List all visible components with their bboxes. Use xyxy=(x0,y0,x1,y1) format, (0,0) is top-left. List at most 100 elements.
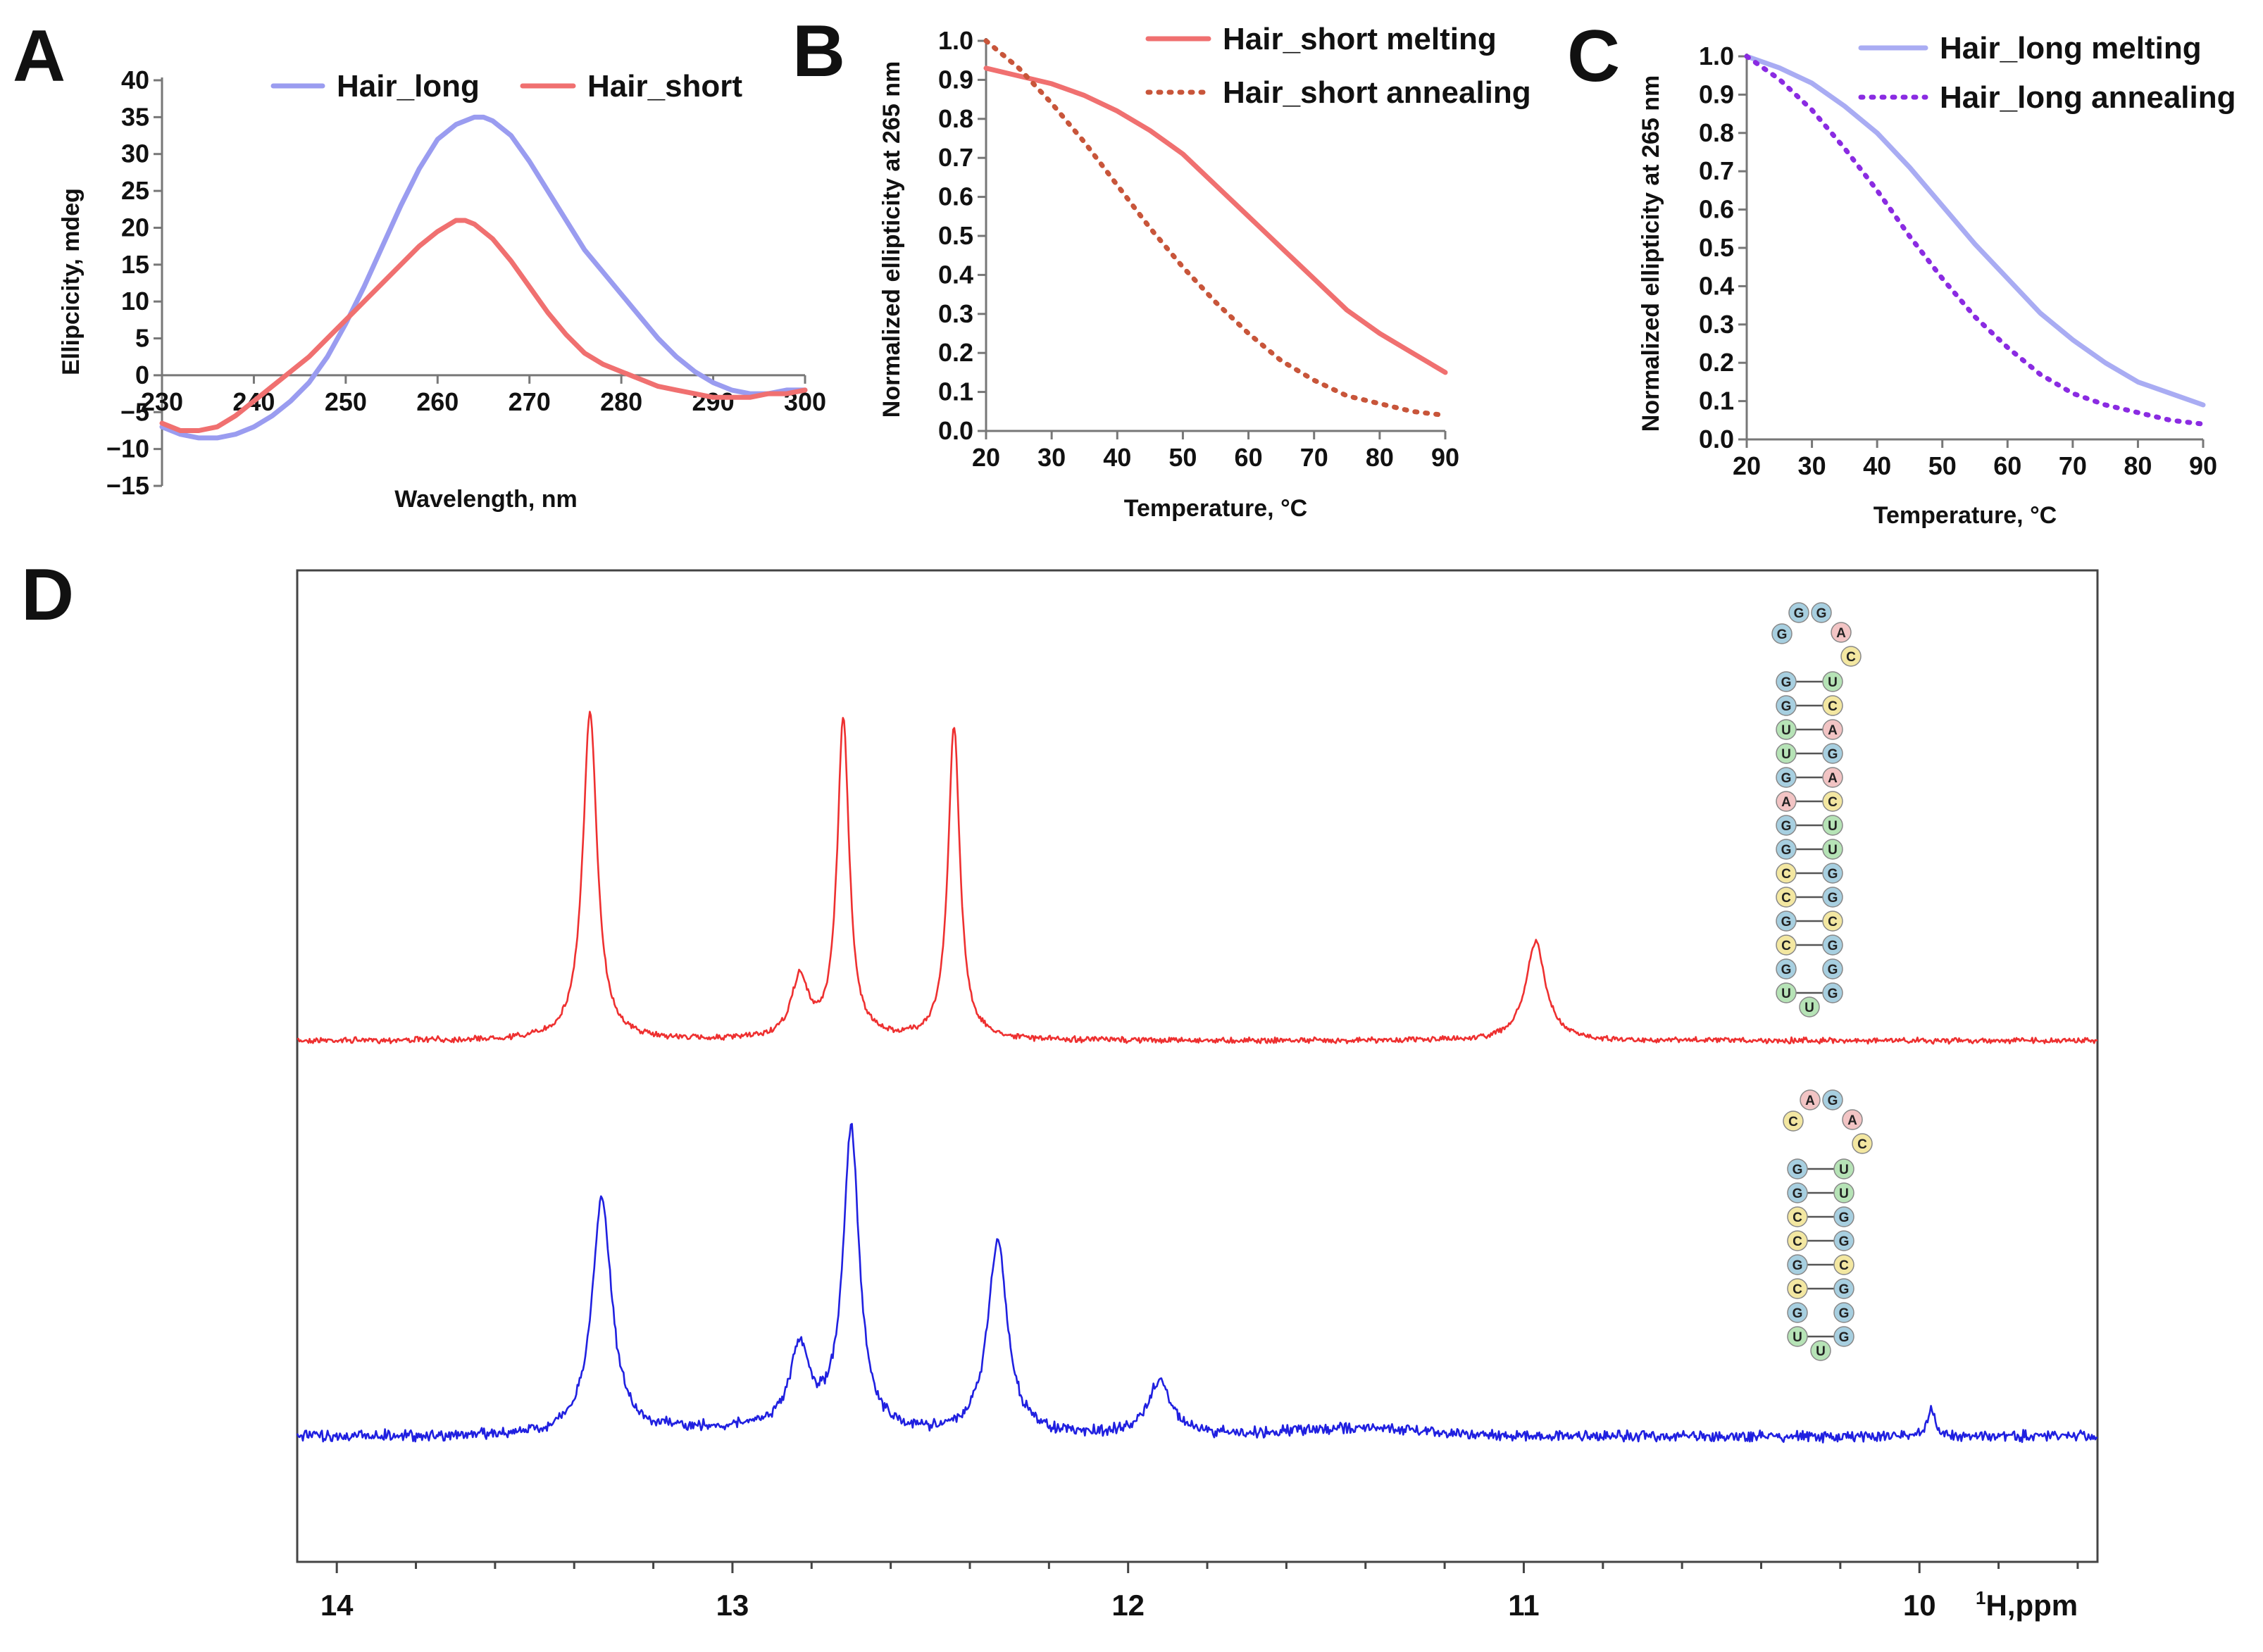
x-tick-label: 40 xyxy=(1863,451,1891,480)
hairpin-short-loop-base-letter: G xyxy=(1816,606,1827,621)
y-tick-label: 1.0 xyxy=(938,26,973,55)
hairpin-long-loop-base xyxy=(1842,1109,1863,1130)
x-tick-label: 50 xyxy=(1168,443,1197,472)
hairpin-long-loop-base xyxy=(1783,1110,1804,1132)
hairpin-short-left-base-letter: G xyxy=(1781,819,1792,834)
hairpin-short-left-base-letter: U xyxy=(1781,723,1791,738)
hairpin-short-loop-base-letter: G xyxy=(1794,606,1804,621)
hairpin-long-left-base-letter: G xyxy=(1793,1187,1803,1201)
panel-letter-a: A xyxy=(13,15,66,97)
hairpin-long-right-base xyxy=(1833,1278,1854,1299)
y-tick-label: 0.5 xyxy=(1699,233,1734,262)
hairpin-long-left-base xyxy=(1787,1278,1808,1299)
hairpin-long-left-base xyxy=(1787,1158,1808,1179)
y-tick-label: −15 xyxy=(106,471,149,500)
hairpin-short-loop-base xyxy=(1811,602,1832,623)
hairpin-long-loop-base-letter: C xyxy=(1857,1137,1867,1152)
hairpin-short-left-base-letter: U xyxy=(1781,747,1791,762)
x-tick-label: 80 xyxy=(1366,443,1394,472)
hairpin-short-loop-base xyxy=(1831,622,1852,643)
hairpin-short-right-base-letter: G xyxy=(1828,867,1838,882)
hairpin-short-left-base-letter: U xyxy=(1781,987,1791,1001)
legend-label-hair-short-annealing: Hair_short annealing xyxy=(1223,75,1531,110)
hairpin-short-right-base xyxy=(1822,958,1843,980)
y-tick-label: 5 xyxy=(135,324,149,353)
hairpin-long-loop-base xyxy=(1822,1089,1843,1110)
x-tick-label: 70 xyxy=(2059,451,2087,480)
hairpin-short-right-base-letter: C xyxy=(1828,915,1838,930)
hairpin-long-left-base-letter: G xyxy=(1793,1306,1803,1321)
hairpin-short-right-base xyxy=(1822,982,1843,1003)
hairpin-short-right-base xyxy=(1822,743,1843,764)
legend-label-hair-long-annealing: Hair_long annealing xyxy=(1940,80,2236,115)
hairpin-short-right-base xyxy=(1822,911,1843,932)
x-tick-label: 60 xyxy=(1235,443,1263,472)
hairpin-short-right-base xyxy=(1822,671,1843,692)
x-tick-label: 12 xyxy=(1111,1589,1145,1622)
series-line-hair-short xyxy=(159,218,808,433)
hairpin-long-left-base xyxy=(1787,1326,1808,1347)
legend-label-hair-short-melting: Hair_short melting xyxy=(1223,22,1497,56)
hairpin-long-right-base xyxy=(1833,1302,1854,1323)
y-tick-label: 0.0 xyxy=(1699,425,1734,453)
x-tick-label: 70 xyxy=(1300,443,1328,472)
x-tick-label: 290 xyxy=(692,387,735,416)
x-tick-label: 230 xyxy=(141,387,183,416)
hairpin-short-left-base xyxy=(1776,671,1797,692)
y-tick-label: 0.4 xyxy=(938,260,973,289)
spectrum-frame xyxy=(296,569,2099,1563)
y-tick-label: 0.3 xyxy=(938,299,973,328)
hairpin-short-right-base xyxy=(1822,863,1843,884)
y-tick-label: −10 xyxy=(106,434,149,463)
legend-label-hair-long: Hair_long xyxy=(337,69,480,104)
hairpin-short-right-base-letter: C xyxy=(1828,795,1838,810)
hairpin-short-right-base xyxy=(1822,695,1843,716)
x-tick-label: 50 xyxy=(1928,451,1957,480)
hairpin-short-right-base-letter: G xyxy=(1828,963,1838,977)
hairpin-short-right-base xyxy=(1822,815,1843,836)
hairpin-short-left-base-letter: A xyxy=(1781,795,1791,810)
hairpin-long-left-base xyxy=(1787,1254,1808,1275)
hairpin-long-right-base xyxy=(1833,1206,1854,1227)
hairpin-short-left-base xyxy=(1776,958,1797,980)
series-line-hair-short-melting xyxy=(983,65,1448,375)
legend-label-hair-long-melting: Hair_long melting xyxy=(1940,31,2202,65)
y-tick-label: 35 xyxy=(121,102,149,131)
hairpin-short-right-base-letter: U xyxy=(1828,819,1838,834)
hairpin-short-left-base xyxy=(1776,815,1797,836)
x-axis-label: Temperature, °C xyxy=(1874,502,2057,529)
hairpin-long-right-base-letter: G xyxy=(1839,1210,1850,1225)
x-tick-label: 20 xyxy=(972,443,1000,472)
hairpin-short-left-base-letter: C xyxy=(1781,939,1791,953)
hairpin-long-left-base-letter: G xyxy=(1793,1258,1803,1273)
hairpin-long-left-base-letter: C xyxy=(1793,1210,1802,1225)
chart-b: 0.0 0.1 0.2 0.3 0.4 0.5 0.6 0.7 0.8 0.9 1.0 20 30 40 5… xyxy=(878,22,1531,522)
hairpin-long-left-base-letter: C xyxy=(1793,1282,1802,1297)
x-tick-label: 30 xyxy=(1798,451,1826,480)
hairpin-short-bottom-base-letter: U xyxy=(1804,1001,1814,1015)
hairpin-short-left-base xyxy=(1776,887,1797,908)
hairpin-short-right-base-letter: U xyxy=(1828,843,1838,858)
x-tick-label: 250 xyxy=(325,387,367,416)
hairpin-short-right-base xyxy=(1822,791,1843,812)
x-axis-label-superscript: 1 xyxy=(1976,1587,1985,1608)
y-tick-label: 0.7 xyxy=(938,143,973,172)
y-axis-label: Normalized ellipticity at 265 nm xyxy=(878,61,905,418)
hairpin-short-left-base-letter: G xyxy=(1781,843,1792,858)
panel-letter-b: B xyxy=(792,11,845,92)
hairpin-long-left-base-letter: U xyxy=(1793,1330,1802,1345)
hairpin-long-loop-base-letter: A xyxy=(1847,1113,1857,1128)
chart-c: 0.0 0.1 0.2 0.3 0.4 0.5 0.6 0.7 0.8 0.9 1.0 20 30 40 5… xyxy=(1638,31,2236,529)
hairpin-short-right-base-letter: A xyxy=(1828,723,1838,738)
y-tick-label: 0.0 xyxy=(938,416,973,445)
x-tick-label: 60 xyxy=(1993,451,2021,480)
x-tick-label: 260 xyxy=(416,387,459,416)
x-tick-label: 40 xyxy=(1103,443,1131,472)
y-tick-label: 0.7 xyxy=(1699,156,1734,185)
hairpin-long-loop-base-letter: A xyxy=(1805,1094,1815,1108)
y-tick-label: 0.9 xyxy=(938,65,973,94)
x-axis-label: Temperature, °C xyxy=(1124,495,1307,522)
y-tick-label: 0.2 xyxy=(938,338,973,367)
y-tick-label: 0.3 xyxy=(1699,310,1734,339)
